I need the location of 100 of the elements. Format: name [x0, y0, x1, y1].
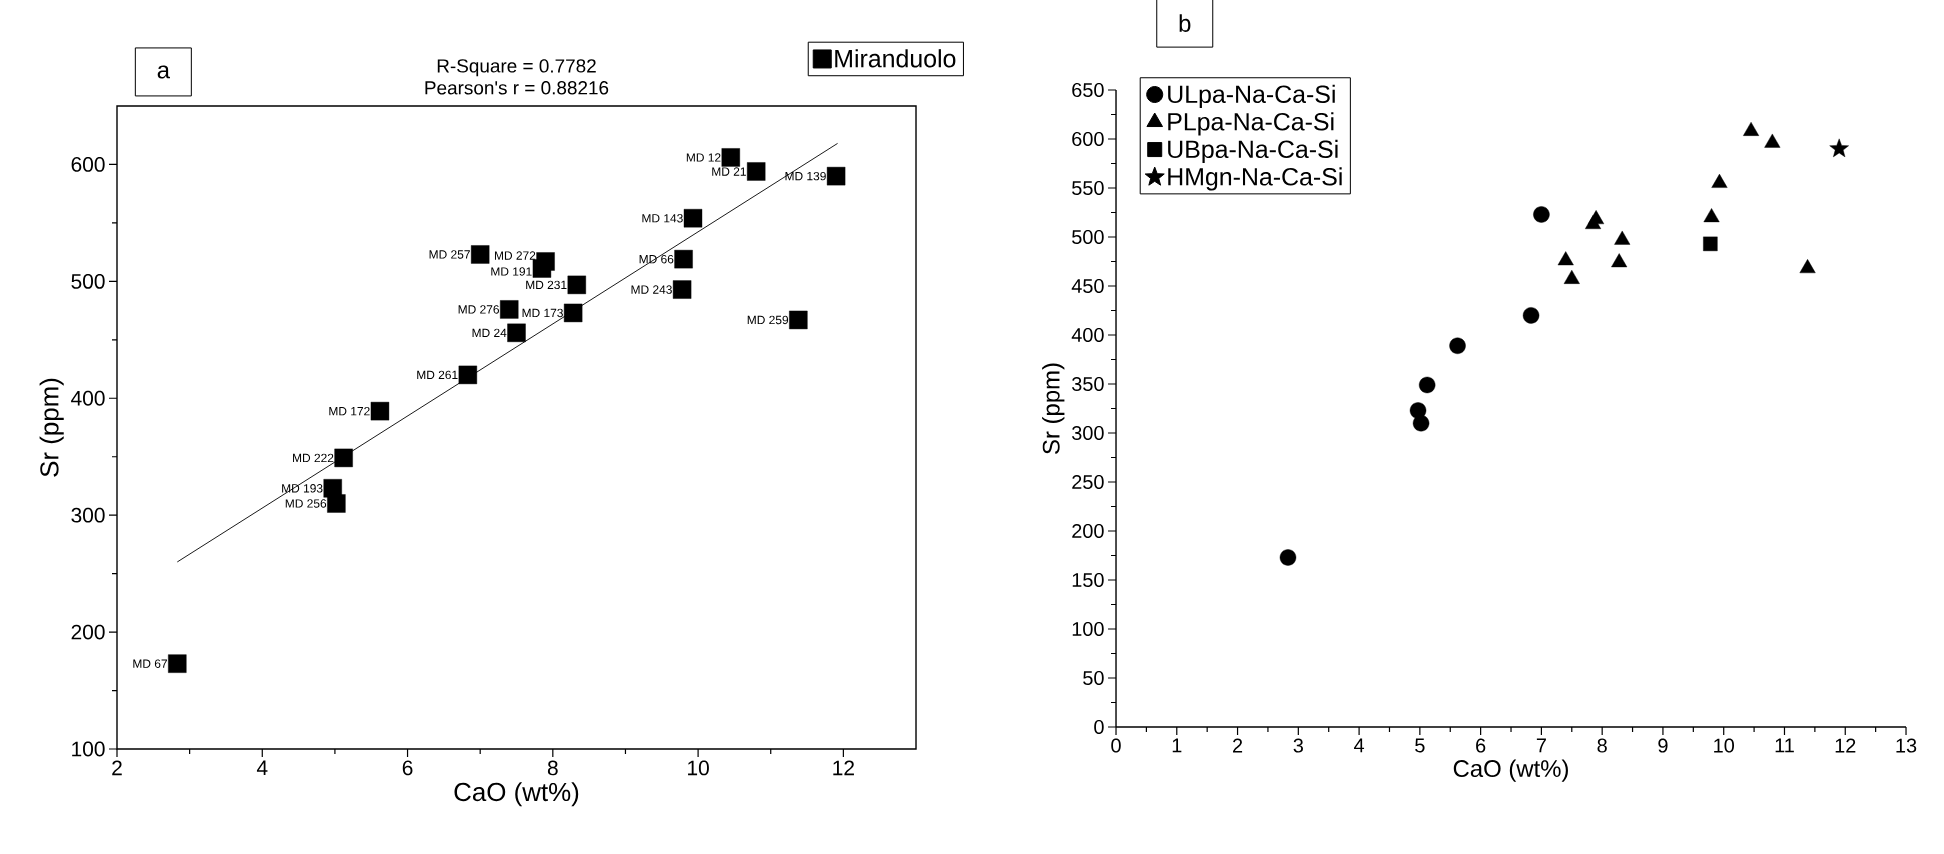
x-tick-label: 12 [833, 760, 854, 776]
annotation: MD 261 [417, 370, 458, 380]
x-tick-label: 12 [1835, 738, 1856, 753]
x-tick-label: 7 [1536, 738, 1546, 753]
point [1588, 210, 1605, 225]
point [1764, 133, 1781, 148]
x-tick-label: 9 [1658, 738, 1668, 753]
annotation: MD 276 [458, 305, 499, 314]
annotation: MD 257 [429, 250, 470, 259]
x-tick-label: 8 [547, 760, 558, 776]
y-tick-label: 500 [71, 273, 105, 289]
point [672, 280, 692, 299]
point [1614, 230, 1631, 245]
annotation: MD 12 [686, 153, 721, 162]
annotation: MD 256 [285, 499, 327, 508]
point [1409, 402, 1427, 419]
point [1703, 208, 1720, 223]
x-tick-label: 1 [1172, 738, 1182, 753]
point [532, 259, 552, 278]
point [1563, 269, 1580, 284]
annotation: MD 272 [494, 251, 536, 260]
annotation: MD 172 [329, 406, 370, 416]
point [563, 303, 583, 323]
annotation: MD 66 [639, 254, 674, 264]
y-tick-label: 100 [72, 741, 105, 757]
point [1799, 259, 1816, 274]
point [168, 654, 187, 673]
legend-label: UBpa-Na-Ca-Si [1168, 139, 1338, 164]
y-tick-label: 650 [1072, 82, 1104, 98]
x-tick-label: 10 [1714, 738, 1735, 753]
annotation: MD 173 [522, 308, 563, 318]
y-tick-label: 500 [1072, 229, 1104, 245]
point [470, 245, 490, 264]
x-tick-label: 6 [402, 760, 413, 776]
annotation: MD 222 [293, 453, 334, 463]
annotation: MD 21 [712, 167, 746, 176]
point [500, 300, 519, 319]
y-tick-label: 0 [1094, 719, 1104, 735]
point [1703, 236, 1718, 252]
y-tick-label: 250 [1072, 474, 1104, 490]
x-tick-label: 4 [1354, 738, 1365, 753]
y-tick-label: 450 [1071, 278, 1104, 294]
chart-subtitle: Pearson's r = 0.88216 [425, 81, 609, 95]
x-tick-label: 10 [688, 760, 709, 776]
x-tick-label: 13 [1896, 738, 1917, 753]
point [1829, 138, 1849, 158]
point [567, 275, 586, 295]
y-axis-title: Sr (ppm) [1042, 363, 1065, 454]
chart-title: R-Square = 0.7782 [437, 59, 596, 77]
y-tick-label: 600 [1072, 131, 1104, 147]
point [1533, 206, 1550, 223]
x-tick-label: 5 [1415, 738, 1425, 753]
y-tick-label: 350 [1072, 376, 1104, 392]
point [826, 166, 846, 186]
y-tick-label: 300 [1072, 425, 1104, 441]
text: b [1179, 14, 1191, 32]
point [1743, 121, 1760, 136]
legend-label: ULpa-Na-Ca-Si [1168, 84, 1335, 108]
x-tick-label: 2 [112, 760, 122, 776]
point [334, 448, 353, 468]
x-tick-label: 6 [1476, 738, 1486, 753]
annotation: MD 231 [526, 280, 567, 290]
point [1449, 337, 1466, 354]
point [683, 209, 703, 228]
y-tick-label: 300 [71, 507, 105, 523]
annotation: MD 24 [472, 328, 507, 337]
point [458, 365, 478, 385]
y-tick-label: 550 [1072, 180, 1104, 196]
point [1522, 307, 1540, 324]
annotation: MD 191 [491, 267, 532, 276]
x-tick-label: 0 [1111, 738, 1121, 753]
x-axis-title: CaO (wt%) [454, 782, 579, 807]
y-tick-label: 400 [1071, 327, 1104, 343]
y-tick-label: 400 [71, 390, 105, 406]
point [327, 494, 346, 513]
point [1557, 251, 1574, 266]
point [789, 310, 808, 330]
point [674, 249, 693, 269]
y-tick-label: 600 [71, 157, 105, 172]
annotation: MD 67 [133, 659, 167, 668]
point [721, 148, 740, 167]
point [1412, 415, 1430, 432]
x-tick-label: 2 [1233, 738, 1243, 753]
y-tick-label: 150 [1072, 572, 1104, 588]
point [747, 162, 766, 181]
annotation: MD 143 [642, 214, 683, 223]
annotation: MD 139 [785, 171, 826, 181]
legend-label: HMgn-Na-Ca-Si [1168, 167, 1342, 191]
legend-label: Miranduolo [835, 49, 956, 68]
y-axis-title: Sr (ppm) [39, 378, 64, 477]
x-tick-label: 8 [1597, 738, 1607, 753]
text: a [157, 65, 170, 79]
x-tick-label: 4 [256, 760, 268, 775]
legend-label: PLpa-Na-Ca-Si [1168, 112, 1334, 136]
y-tick-label: 200 [71, 624, 105, 640]
x-tick-label: 3 [1293, 738, 1303, 753]
annotation: MD 259 [747, 315, 789, 325]
point [370, 401, 390, 421]
y-tick-label: 200 [1072, 523, 1104, 539]
point [507, 323, 526, 342]
